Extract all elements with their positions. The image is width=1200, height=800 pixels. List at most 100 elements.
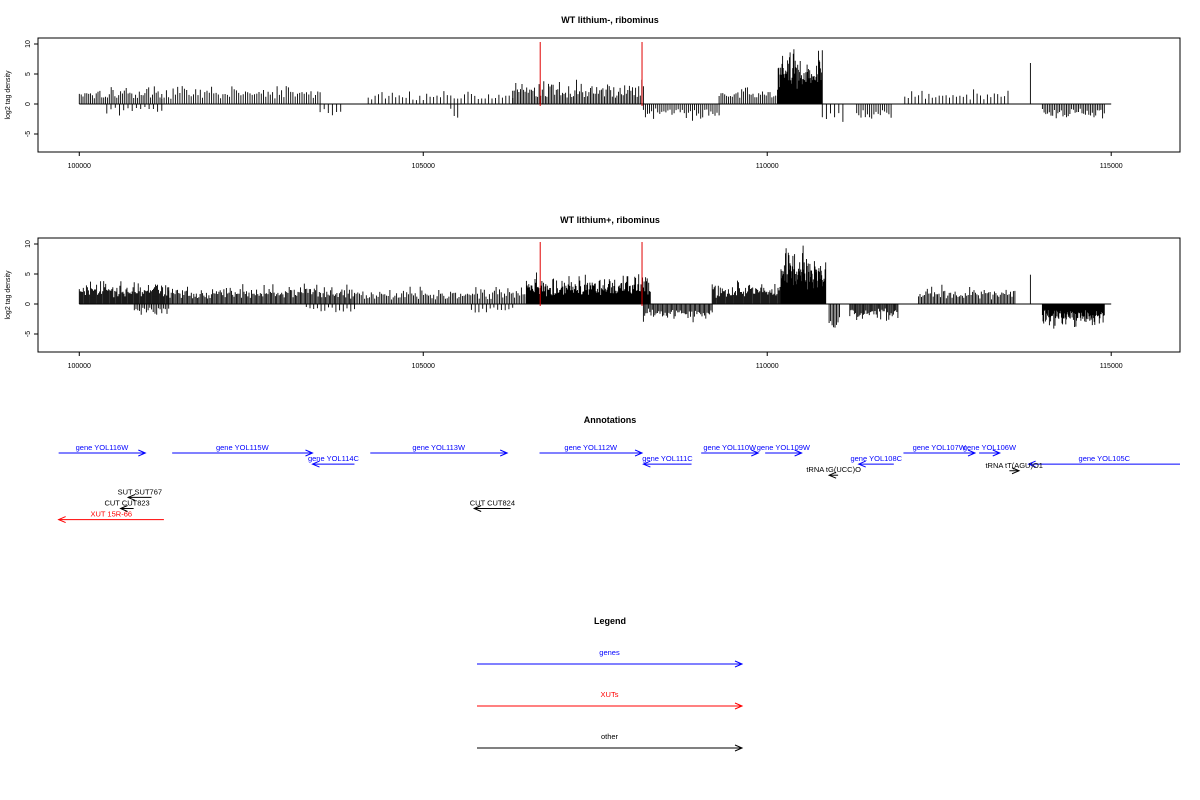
feature-arrow: tRNA tG(UCC)O: [806, 465, 861, 479]
x-tick-label: 105000: [412, 363, 435, 370]
feature-label: gene YOL116W: [76, 443, 130, 452]
track-panel-lithium-minus: WT lithium-, ribominus log2 tag density …: [5, 15, 1181, 170]
density-bar-group: [777, 49, 823, 104]
density-bar-group: [821, 104, 844, 122]
feature-arrowhead: [1011, 467, 1021, 475]
legend-arrowhead: [734, 702, 744, 710]
feature-arrow: gene YOL116W: [58, 443, 147, 457]
feature-arrow: gene YOL108C: [850, 454, 903, 468]
legend-item: genes: [477, 648, 744, 668]
feature-label: gene YOL114C: [308, 454, 360, 463]
feature-arrow: gene YOL107W: [903, 443, 977, 457]
x-axis: 100000 105000 110000 115000: [68, 352, 1123, 370]
x-tick-label: 110000: [756, 363, 779, 370]
density-bar-group: [512, 79, 644, 104]
feature-arrowhead: [827, 471, 837, 479]
y-tick-label: 5: [25, 272, 32, 276]
y-axis: 10 5 0 -5: [25, 240, 38, 337]
x-axis: 100000 105000 110000 115000: [68, 152, 1123, 170]
density-bar-group: [305, 304, 355, 313]
feature-label: tRNA tT(AGU)O1: [985, 461, 1043, 470]
x-tick-label: 100000: [68, 363, 91, 370]
legend-item: other: [477, 732, 744, 752]
density-bars: [78, 245, 1112, 329]
y-axis: 10 5 0 -5: [25, 40, 38, 137]
feature-label: CUT CUT824: [470, 499, 515, 508]
feature-label: gene YOL112W: [564, 443, 618, 452]
feature-arrowhead: [119, 505, 128, 512]
reference-lines: [539, 242, 643, 306]
feature-arrowhead: [967, 449, 977, 457]
density-bar-group: [642, 104, 720, 121]
density-bar-group: [450, 104, 459, 118]
density-bar-group: [780, 245, 827, 304]
density-bar-group: [1041, 104, 1105, 119]
density-bar-group: [367, 91, 514, 104]
plot-frame: [37, 237, 1181, 353]
density-bar-group: [711, 280, 782, 304]
feature-arrowhead: [305, 449, 314, 457]
density-bar-group: [161, 86, 321, 104]
feature-label: CUT CUT823: [104, 499, 149, 508]
feature-label: XUT 15R-66: [90, 510, 132, 519]
density-bar-group: [168, 283, 355, 304]
feature-arrow: gene YOL109W: [757, 443, 811, 457]
feature-arrowhead: [794, 449, 803, 457]
feature-label: gene YOL111C: [642, 454, 693, 463]
feature-arrowhead: [1027, 460, 1036, 468]
feature-arrow: gene YOL114C: [308, 454, 360, 468]
density-bar-group: [133, 304, 170, 315]
density-bar-group: [78, 86, 163, 104]
density-bar-group: [904, 89, 1009, 104]
feature-arrow: gene YOL110W: [701, 443, 760, 457]
reference-lines: [539, 42, 643, 106]
feature-arrowhead: [857, 460, 866, 468]
feature-label: gene YOL115W: [216, 443, 270, 452]
feature-arrow: gene YOL112W: [539, 443, 644, 457]
legend-arrowhead: [734, 744, 744, 752]
plot-frame: [37, 37, 1181, 153]
feature-arrowhead: [57, 516, 66, 524]
density-bar-group: [354, 286, 527, 304]
density-bar-group: [849, 304, 899, 321]
feature-label: gene YOL110W: [703, 443, 757, 452]
feature-arrowhead: [311, 460, 320, 468]
feature-arrowhead: [126, 493, 136, 501]
density-bar-group: [642, 304, 713, 323]
feature-label: gene YOL108C: [850, 454, 902, 463]
feature-arrowhead: [472, 505, 482, 512]
panel-title: WT lithium+, ribominus: [560, 215, 660, 225]
density-bar-group: [918, 284, 1016, 304]
feature-arrowhead: [634, 449, 644, 457]
feature-arrow: gene YOL106W: [963, 443, 1017, 457]
density-bar-group: [78, 281, 170, 304]
feature-label: SUT SUT767: [118, 487, 162, 496]
x-tick-label: 115000: [1100, 163, 1123, 170]
feature-label: gene YOL107W: [913, 443, 967, 452]
density-bar-group: [718, 87, 778, 104]
feature-label: gene YOL113W: [412, 443, 466, 452]
y-tick-label: 5: [25, 72, 32, 76]
legend-label: other: [601, 732, 619, 741]
feature-arrow: gene YOL115W: [172, 443, 314, 457]
feature-arrow: XUT 15R-66: [57, 510, 164, 524]
feature-arrowhead: [751, 449, 760, 457]
y-tick-label: -5: [25, 331, 32, 337]
density-bar-group: [106, 104, 163, 116]
legend: Legend genes XUTs other: [477, 616, 744, 752]
y-tick-label: 10: [25, 240, 32, 248]
feature-arrowhead: [992, 449, 1002, 457]
track-panel-lithium-plus: WT lithium+, ribominus log2 tag density …: [5, 215, 1181, 370]
annotations-title: Annotations: [584, 415, 637, 425]
feature-list: gene YOL116W gene YOL115W gene YOL114C gene…: [57, 443, 1180, 524]
x-tick-label: 115000: [1100, 363, 1123, 370]
feature-label: tRNA tG(UCC)O: [806, 465, 861, 474]
feature-arrowhead: [499, 449, 509, 457]
legend-item: XUTs: [477, 690, 744, 710]
feature-arrowhead: [138, 449, 147, 457]
y-tick-label: 0: [25, 102, 32, 106]
feature-arrow: CUT CUT823: [104, 499, 150, 512]
feature-label: gene YOL105C: [1079, 454, 1131, 463]
density-bar-group: [1041, 304, 1105, 329]
density-bar-group: [319, 104, 342, 116]
